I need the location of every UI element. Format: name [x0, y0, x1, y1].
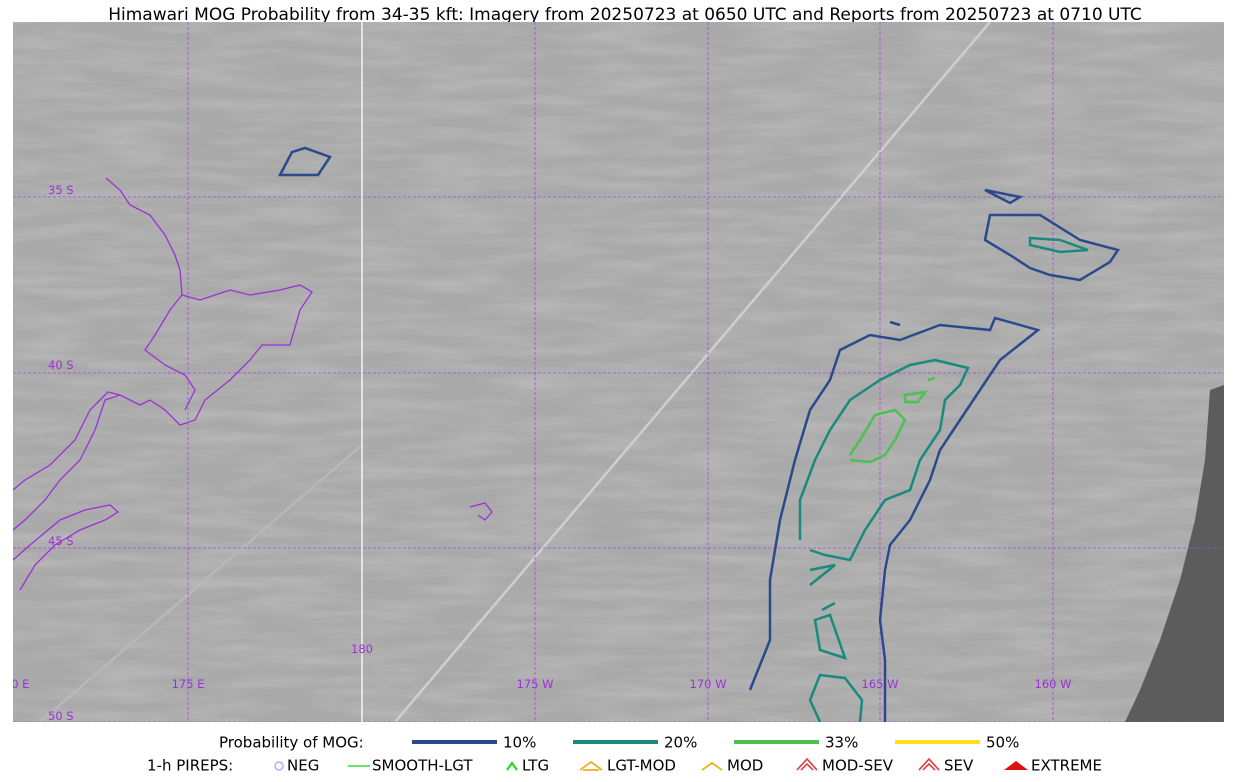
- pirep-icon: [274, 761, 284, 771]
- legend-title: 1-h PIREPS:: [147, 757, 233, 775]
- longitude-label: 170 W: [690, 677, 727, 691]
- map: 35 S 40 S 45 S 50 S 170 E 175 E 180 175 …: [0, 22, 1224, 723]
- longitude-label: 175 W: [517, 677, 554, 691]
- longitude-label: 170 E: [0, 677, 29, 691]
- legend-label: EXTREME: [1031, 757, 1102, 775]
- legend-label: MOD: [727, 757, 763, 775]
- graticule: [13, 22, 1224, 722]
- legend-label: NEG: [287, 757, 319, 775]
- longitude-label: 180: [351, 642, 373, 656]
- latitude-label: 40 S: [48, 358, 74, 372]
- longitude-label: 175 E: [172, 677, 205, 691]
- no-data-region: [1125, 385, 1224, 722]
- legend-label: SMOOTH-LGT: [372, 757, 473, 775]
- latitude-label: 50 S: [48, 709, 74, 723]
- legend-label: MOD-SEV: [822, 757, 894, 775]
- coastline: [13, 177, 493, 591]
- pirep-icon: [506, 761, 518, 771]
- mog-contours: [277, 146, 1121, 722]
- latitude-label: 35 S: [48, 183, 74, 197]
- legend: Probability of MOG: 1-h PIREPS: 10% 20% 33…: [147, 734, 1102, 775]
- pirep-icon: [579, 760, 603, 771]
- longitude-label: 165 W: [862, 677, 899, 691]
- legend-label: LGT-MOD: [607, 757, 676, 775]
- legend-label: LTG: [522, 757, 549, 775]
- legend-label: 20%: [664, 734, 697, 752]
- title: Himawari MOG Probability from 34-35 kft:…: [108, 5, 1142, 25]
- pirep-icon: [918, 757, 940, 771]
- legend-title: Probability of MOG:: [219, 734, 364, 752]
- pirep-icon: [701, 761, 723, 771]
- legend-label: SEV: [944, 757, 974, 775]
- legend-label: 33%: [825, 734, 858, 752]
- swath-edge: [394, 22, 991, 722]
- pirep-icon: [796, 757, 818, 771]
- pirep-icon: [1004, 761, 1028, 770]
- legend-label: 10%: [503, 734, 536, 752]
- imagery-texture: [13, 22, 1224, 722]
- legend-label: 50%: [986, 734, 1019, 752]
- swath-edge: [39, 444, 363, 722]
- latitude-label: 45 S: [48, 534, 74, 548]
- longitude-label: 160 W: [1035, 677, 1072, 691]
